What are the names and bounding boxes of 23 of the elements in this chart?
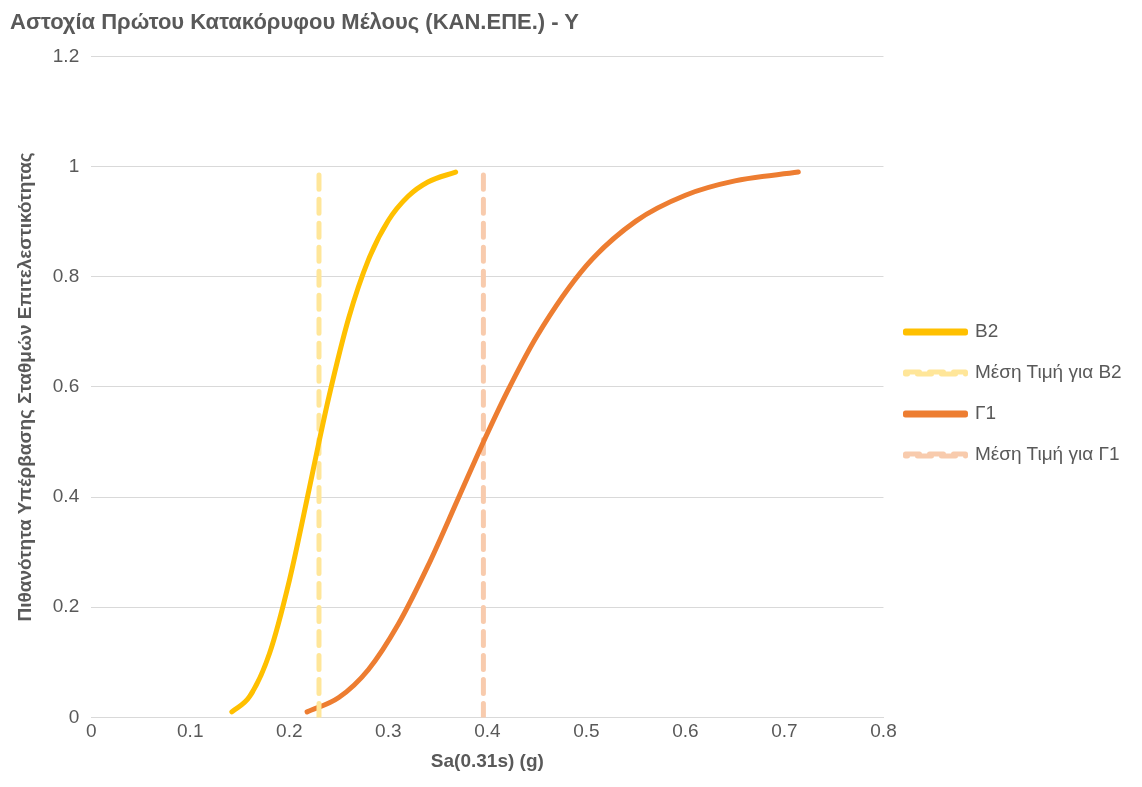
y-tick-label: 0.6 bbox=[52, 375, 80, 397]
chart-title: Αστοχία Πρώτου Κατακόρυφου Μέλους (ΚΑΝ.ΕΠΕ.) - Υ bbox=[10, 9, 580, 35]
x-tick-label: 0 bbox=[85, 720, 97, 742]
legend-label: Μέση Τιμή για Β2 bbox=[974, 361, 1122, 383]
x-tick-label: 0.7 bbox=[771, 720, 798, 742]
y-tick-label: 1.2 bbox=[52, 44, 80, 66]
legend-label: Μέση Τιμή για Γ1 bbox=[974, 443, 1120, 465]
x-axis-title: Sa(0.31s) (g) bbox=[430, 749, 544, 771]
y-tick-label: 1 bbox=[68, 154, 80, 176]
x-tick-label: 0.3 bbox=[375, 720, 402, 742]
legend-label: Β2 bbox=[974, 320, 999, 342]
x-tick-label: 0.8 bbox=[870, 720, 897, 742]
y-tick-label: 0.2 bbox=[52, 595, 80, 617]
x-tick-label: 0.2 bbox=[276, 720, 303, 742]
x-tick-label: 0.1 bbox=[177, 720, 204, 742]
y-tick-label: 0.4 bbox=[52, 485, 80, 507]
legend-label: Γ1 bbox=[974, 402, 997, 424]
y-tick-label: 0 bbox=[68, 705, 80, 727]
x-tick-label: 0.4 bbox=[474, 720, 501, 742]
x-tick-label: 0.5 bbox=[573, 720, 600, 742]
x-tick-label: 0.6 bbox=[672, 720, 699, 742]
y-axis-title: Πιθανότητα Υπέρβασης Σταθμών Επιτελεστικότητας bbox=[13, 152, 35, 622]
y-tick-label: 0.8 bbox=[52, 264, 80, 286]
